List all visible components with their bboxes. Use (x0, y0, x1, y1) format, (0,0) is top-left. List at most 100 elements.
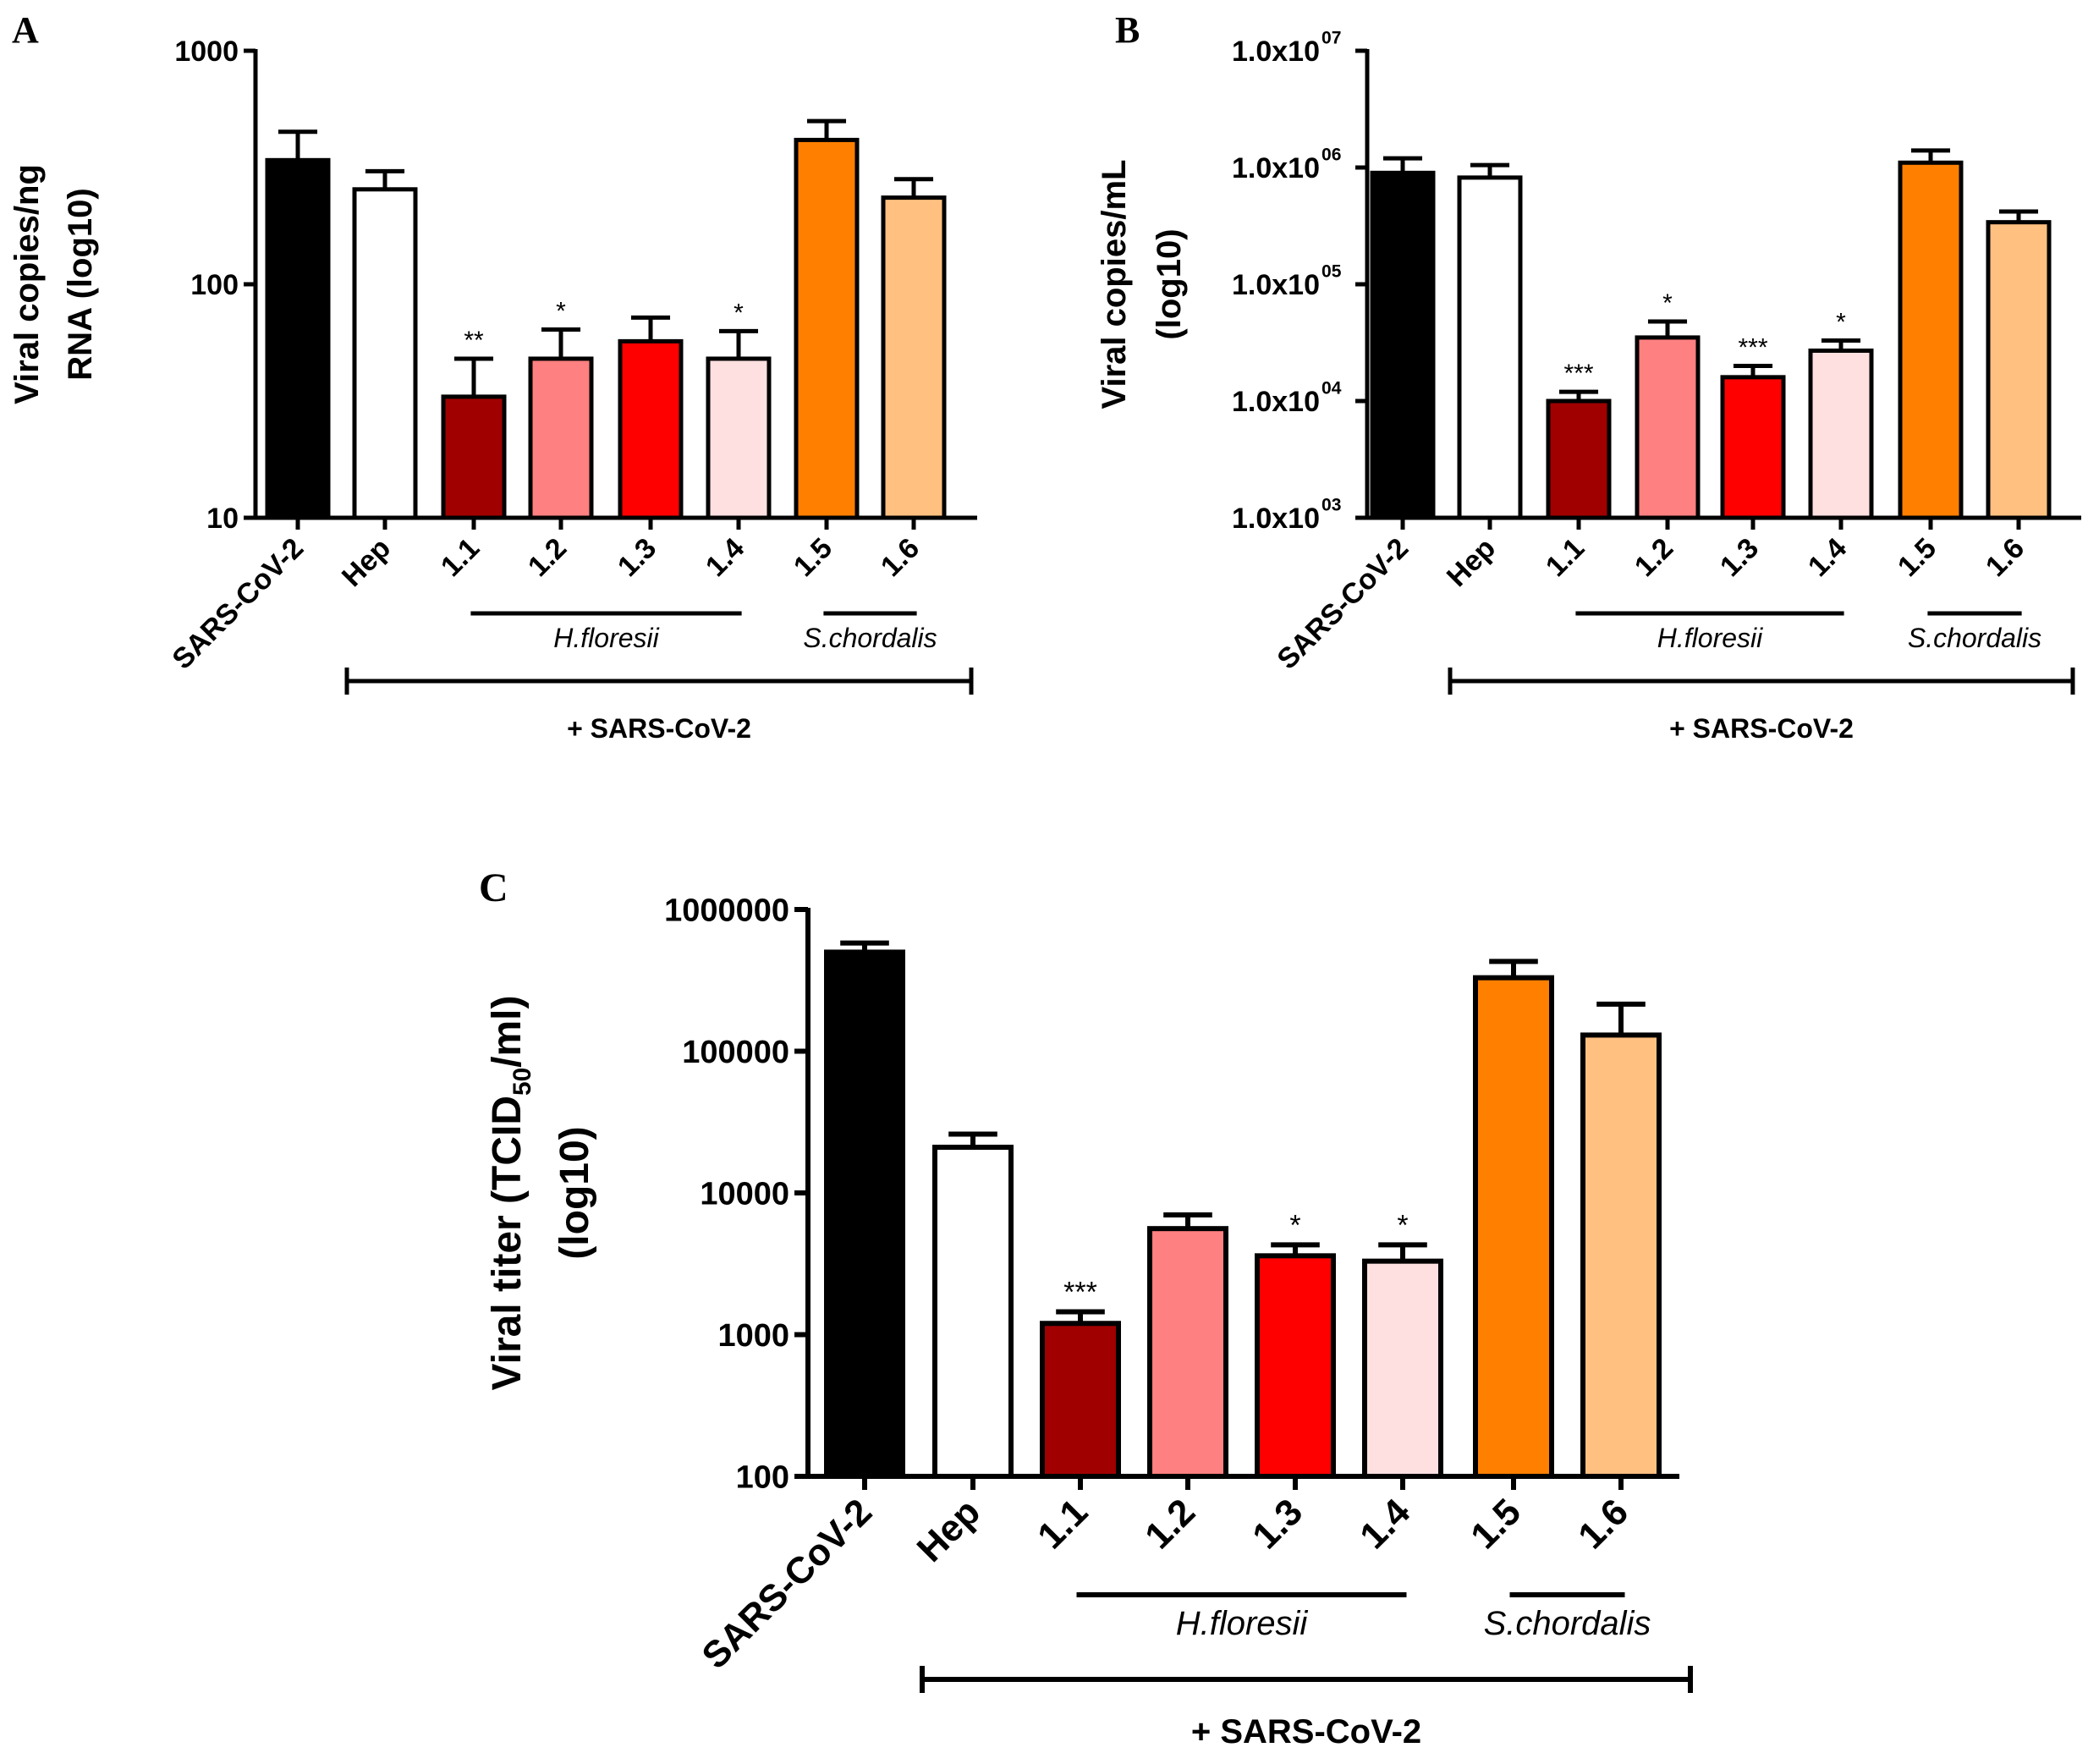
significance-1.1: *** (1563, 360, 1593, 387)
y-axis-title: Viral copies/mL (1096, 160, 1133, 409)
category-label-1.5: 1.5 (1892, 532, 1942, 583)
bar-1.6 (1580, 1032, 1662, 1479)
bracket-label: + SARS-CoV-2 (567, 713, 751, 744)
y-axis-title-part: /ml) (485, 996, 530, 1068)
significance-1.2: * (1662, 289, 1673, 317)
panel-letter: B (1115, 9, 1140, 51)
y-tick-label: 1.0x10 (1232, 36, 1320, 68)
category-label-Hep: Hep (336, 532, 397, 593)
bar-1.3 (1720, 375, 1786, 520)
bar-1.1 (1040, 1321, 1121, 1480)
bar-1.2 (1147, 1226, 1228, 1479)
y-axis-title: (log10) (552, 1126, 597, 1259)
y-axis-title: (log10) (1151, 228, 1188, 339)
y-tick-exponent: 06 (1321, 146, 1341, 165)
y-tick-exponent: 07 (1321, 29, 1341, 48)
category-label-1.2: 1.2 (522, 532, 573, 583)
bar-1.1 (441, 394, 507, 520)
category-label-SARS-CoV-2: SARS-CoV-2 (694, 1491, 880, 1677)
category-label-1.4: 1.4 (700, 532, 750, 583)
significance-1.4: * (1836, 308, 1846, 336)
group-label: H.floresii (553, 623, 659, 653)
y-axis-title-part: (log10) (552, 1126, 597, 1259)
y-tick-label: 1.0x10 (1232, 152, 1320, 184)
bar-1.5 (794, 137, 860, 520)
bar-1.6 (881, 195, 947, 520)
category-label-1.4: 1.4 (1802, 532, 1853, 583)
y-tick-label: 100 (190, 269, 239, 301)
bar-1.4 (1362, 1258, 1443, 1480)
group-label: H.floresii (1657, 623, 1763, 653)
bar-1.6 (1986, 220, 2052, 520)
bar-SARS-CoV-2 (265, 157, 331, 520)
bar-Hep (352, 187, 418, 520)
y-tick-label: 100000 (682, 1035, 789, 1070)
group-label: S.chordalis (803, 623, 937, 653)
y-axis-title: RNA (log10) (62, 188, 99, 380)
bar-1.4 (1808, 348, 1874, 520)
category-label-Hep: Hep (1441, 532, 1502, 593)
category-label-SARS-CoV-2: SARS-CoV-2 (166, 532, 310, 676)
bar-1.3 (1255, 1253, 1336, 1479)
bracket-label: + SARS-CoV-2 (1669, 713, 1854, 744)
bar-SARS-CoV-2 (1370, 170, 1436, 520)
bar-1.1 (1546, 398, 1612, 520)
category-label-1.5: 1.5 (788, 532, 838, 583)
y-tick-label: 10 (206, 503, 239, 535)
category-label-Hep: Hep (909, 1491, 988, 1569)
y-tick-label: 1000000 (664, 893, 789, 928)
y-tick-label: 1.0x10 (1232, 503, 1320, 535)
category-label-1.1: 1.1 (1030, 1491, 1096, 1557)
bracket-label: + SARS-CoV-2 (1191, 1713, 1421, 1750)
y-tick-label: 1.0x10 (1232, 386, 1320, 418)
category-label-1.3: 1.3 (612, 532, 662, 583)
category-label-1.6: 1.6 (875, 532, 926, 583)
bar-1.5 (1898, 160, 1964, 520)
category-label-1.1: 1.1 (435, 532, 486, 583)
category-label-1.2: 1.2 (1137, 1491, 1203, 1557)
y-axis-title: Viral copies/ng (8, 164, 46, 404)
y-tick-label: 1.0x10 (1232, 269, 1320, 301)
category-label-1.5: 1.5 (1463, 1491, 1529, 1557)
panel-b: B1.0x10 031.0x10 041.0x10 051.0x10 061.0x10 0… (1096, 9, 2081, 744)
group-label: H.floresii (1176, 1605, 1309, 1642)
bar-1.3 (618, 338, 684, 520)
panel-c: C 100 1000 10000 100000 1000000 Viral titer (T… (479, 866, 1693, 1750)
category-label-1.3: 1.3 (1714, 532, 1765, 583)
bar-SARS-CoV-2 (824, 949, 905, 1479)
panel-letter: A (12, 9, 39, 51)
category-label-1.6: 1.6 (1570, 1491, 1636, 1557)
y-tick-exponent: 03 (1321, 496, 1341, 515)
y-axis-title: Viral titer (TCID50/ml) (485, 996, 536, 1391)
y-tick-label: 1000 (174, 36, 239, 68)
category-label-1.4: 1.4 (1352, 1491, 1418, 1557)
significance-1.1: ** (464, 327, 484, 354)
y-tick-exponent: 05 (1321, 262, 1342, 282)
significance-1.4: * (734, 299, 744, 327)
panel-a: A 10 100 1000 Viral copies/ng RNA (log10) SARS… (8, 9, 977, 744)
group-label: S.chordalis (1908, 623, 2041, 653)
y-axis-title-part: Viral titer (TCID (485, 1096, 530, 1391)
bar-Hep (932, 1145, 1014, 1480)
significance-1.2: * (556, 297, 566, 325)
y-tick-label: 1000 (717, 1318, 789, 1354)
bar-1.4 (706, 356, 772, 520)
y-tick-exponent: 04 (1321, 379, 1342, 398)
y-axis-title-subscript: 50 (508, 1068, 536, 1096)
category-label-1.3: 1.3 (1245, 1491, 1310, 1557)
panel-letter: C (479, 866, 508, 910)
category-label-1.1: 1.1 (1540, 532, 1591, 583)
bar-Hep (1457, 175, 1523, 520)
y-tick-label: 10000 (700, 1176, 789, 1212)
significance-1.3: * (1289, 1209, 1300, 1241)
significance-1.4: * (1397, 1209, 1408, 1241)
significance-1.1: *** (1063, 1276, 1097, 1308)
bar-1.5 (1473, 975, 1554, 1479)
bar-1.2 (528, 356, 594, 520)
y-tick-label: 100 (736, 1459, 789, 1495)
category-label-1.2: 1.2 (1629, 532, 1679, 583)
group-label: S.chordalis (1484, 1605, 1651, 1642)
bar-1.2 (1635, 335, 1701, 520)
significance-1.3: *** (1738, 333, 1767, 361)
